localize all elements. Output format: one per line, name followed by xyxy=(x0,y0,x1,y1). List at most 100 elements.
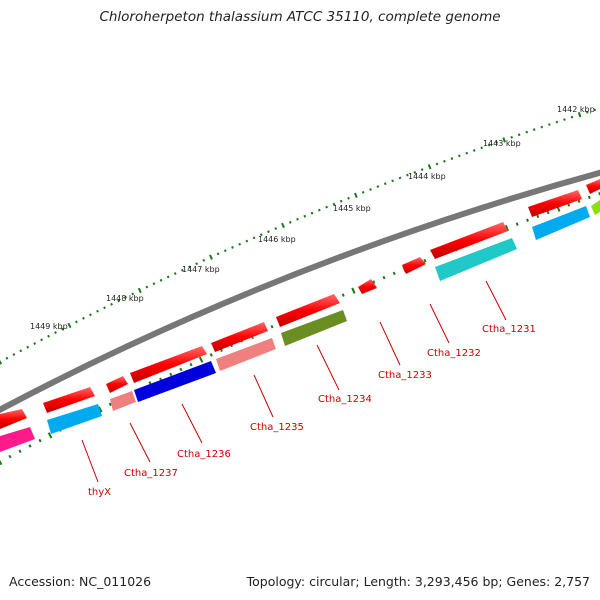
tick-mark xyxy=(145,285,149,289)
tick-mark xyxy=(28,444,32,448)
tick-mark xyxy=(137,287,142,294)
tick-mark xyxy=(502,137,506,143)
tick-mark xyxy=(281,222,285,229)
gene-arrow[interactable] xyxy=(106,376,128,393)
gene-arrow[interactable] xyxy=(130,346,207,383)
cds-block[interactable] xyxy=(134,361,216,402)
tick-mark xyxy=(209,353,213,357)
tick-mark xyxy=(317,208,321,212)
genome-title: Chloroherpeton thalassium ATCC 35110, co… xyxy=(99,9,501,25)
tick-mark xyxy=(0,359,3,365)
gene-label-ctha-1237[interactable]: Ctha_1237 xyxy=(124,468,178,479)
gene-arrow[interactable] xyxy=(43,387,95,413)
tick-mark xyxy=(480,146,484,150)
gene-arrow[interactable] xyxy=(430,222,508,259)
tick-mark xyxy=(38,438,42,443)
tick-mark xyxy=(567,203,571,207)
tick-mark xyxy=(296,217,299,221)
kbp-label-1442: 1442 kbp xyxy=(557,105,595,114)
tick-mark xyxy=(0,459,3,466)
tick-mark xyxy=(339,199,343,203)
tick-mark xyxy=(166,275,170,279)
tick-mark xyxy=(54,331,57,335)
gene-label-thyx[interactable]: thyX xyxy=(88,487,111,498)
gene-arrow[interactable] xyxy=(0,409,27,429)
cds-block[interactable] xyxy=(110,391,136,411)
tick-mark xyxy=(181,268,184,272)
gene-arrow[interactable] xyxy=(528,190,582,217)
tick-mark xyxy=(19,349,23,353)
kbp-label-1444: 1444 kbp xyxy=(408,172,446,181)
tick-mark xyxy=(413,170,417,174)
tick-mark xyxy=(593,108,597,112)
tick-mark xyxy=(540,125,544,129)
gene-arrow[interactable] xyxy=(358,279,377,294)
gene-label-ctha-1233[interactable]: Ctha_1233 xyxy=(378,370,432,381)
tick-mark xyxy=(532,128,536,131)
tick-mark xyxy=(188,265,191,269)
gene-arrow[interactable] xyxy=(276,294,340,327)
tick-mark xyxy=(103,306,106,310)
tick-mark xyxy=(504,224,509,232)
cds-block[interactable] xyxy=(0,427,35,452)
tick-mark xyxy=(391,179,394,183)
tick-mark xyxy=(274,227,278,230)
tick-mark xyxy=(252,236,256,240)
tick-mark xyxy=(325,205,328,209)
gene-label-ctha-1231[interactable]: Ctha_1231 xyxy=(482,324,536,335)
tick-mark xyxy=(369,188,372,191)
tick-mark xyxy=(332,202,336,206)
tick-mark xyxy=(443,159,446,163)
gene-arrow[interactable] xyxy=(402,257,426,274)
tick-mark xyxy=(198,356,204,363)
tick-mark xyxy=(376,185,380,188)
tick-mark xyxy=(5,356,9,360)
tick-mark xyxy=(189,362,193,367)
gene-label-ctha-1232[interactable]: Ctha_1232 xyxy=(427,348,481,359)
tick-mark xyxy=(75,320,78,324)
kbp-label-1449: 1449 kbp xyxy=(30,322,68,331)
tick-mark xyxy=(450,157,454,160)
tick-mark xyxy=(33,342,37,345)
tick-mark xyxy=(223,249,227,253)
kbp-label-1447: 1447 kbp xyxy=(182,265,220,274)
label-leaders xyxy=(81,280,507,483)
cds-block[interactable] xyxy=(435,238,517,281)
kbp-label-1448: 1448 kbp xyxy=(106,294,144,303)
cds-block[interactable] xyxy=(281,310,347,346)
tick-mark xyxy=(383,182,387,186)
tick-mark xyxy=(47,432,53,439)
tick-mark xyxy=(12,353,16,356)
tick-mark xyxy=(67,322,72,329)
tick-mark xyxy=(310,211,314,215)
cds-block[interactable] xyxy=(532,206,590,240)
tick-mark xyxy=(110,302,113,306)
kbp-label-1443: 1443 kbp xyxy=(483,139,521,148)
tick-mark xyxy=(238,242,242,246)
cds-block[interactable] xyxy=(216,338,276,371)
outer-tick-track xyxy=(0,108,597,365)
tick-mark xyxy=(570,115,574,119)
gene-label-ctha-1234[interactable]: Ctha_1234 xyxy=(318,394,372,405)
tick-mark xyxy=(245,239,249,243)
tick-mark xyxy=(209,254,213,260)
gene-arrow[interactable] xyxy=(211,322,268,352)
tick-mark xyxy=(61,327,64,331)
cds-block[interactable] xyxy=(47,404,102,434)
tick-mark xyxy=(303,214,307,218)
gene-arrow[interactable] xyxy=(586,179,600,194)
tick-mark xyxy=(406,173,409,177)
kbp-label-1445: 1445 kbp xyxy=(333,204,371,213)
tick-mark xyxy=(47,334,50,338)
tick-mark xyxy=(26,345,30,349)
gene-label-ctha-1235[interactable]: Ctha_1235 xyxy=(250,422,304,433)
tick-mark xyxy=(536,214,540,219)
gene-label-ctha-1236[interactable]: Ctha_1236 xyxy=(177,449,231,460)
tick-mark xyxy=(288,220,292,224)
tick-mark xyxy=(510,135,513,139)
kbp-label-1446: 1446 kbp xyxy=(258,235,296,244)
tick-mark xyxy=(124,295,128,299)
cds-block[interactable] xyxy=(591,200,600,215)
tick-mark xyxy=(96,309,99,313)
tick-mark xyxy=(179,367,183,372)
